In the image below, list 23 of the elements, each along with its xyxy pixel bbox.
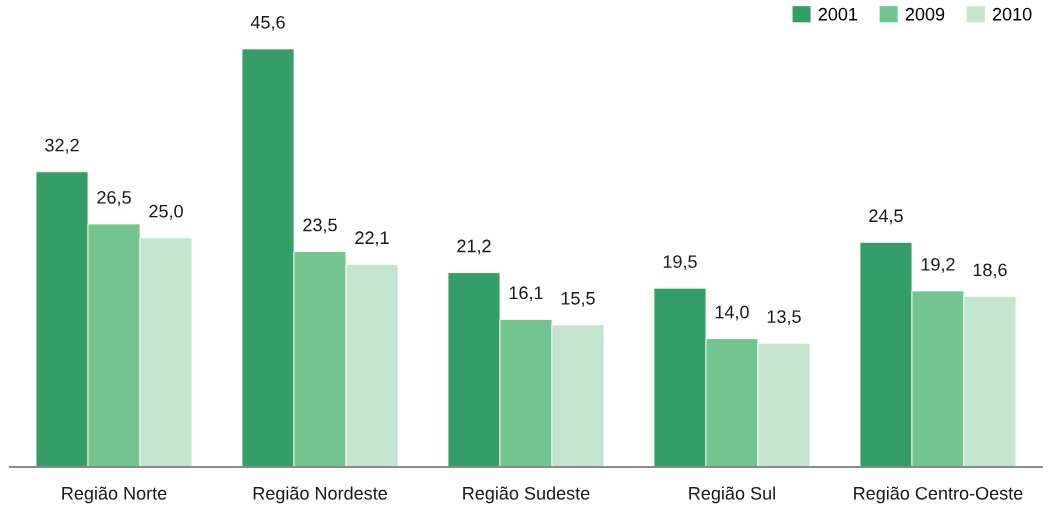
x-tick-label: Região Centro-Oeste — [854, 486, 1023, 504]
x-tick-label: Região Sudeste — [463, 486, 590, 504]
legend-label: 2009 — [905, 7, 945, 21]
data-label: 13,5 — [767, 310, 801, 326]
data-label: 14,0 — [715, 305, 749, 321]
data-label: 18,6 — [973, 263, 1007, 279]
x-tick-label: Região Nordeste — [253, 486, 387, 504]
legend-label: 2001 — [818, 7, 858, 21]
data-label: 24,5 — [869, 209, 903, 225]
data-label: 16,1 — [509, 286, 543, 302]
data-label: 23,5 — [303, 218, 337, 234]
data-label: 26,5 — [97, 191, 131, 206]
data-label: 22,1 — [355, 231, 389, 247]
data-label: 21,2 — [457, 239, 491, 255]
legend-label: 2010 — [992, 7, 1032, 21]
x-tick-label: Região Norte — [62, 486, 167, 504]
data-label: 15,5 — [561, 292, 595, 307]
data-label: 32,2 — [45, 138, 79, 154]
data-label: 19,5 — [663, 255, 697, 271]
data-label: 19,2 — [921, 257, 955, 273]
data-label: 25,0 — [149, 204, 183, 220]
x-tick-label: Região Sul — [689, 486, 775, 504]
data-label: 45,6 — [250, 15, 285, 31]
